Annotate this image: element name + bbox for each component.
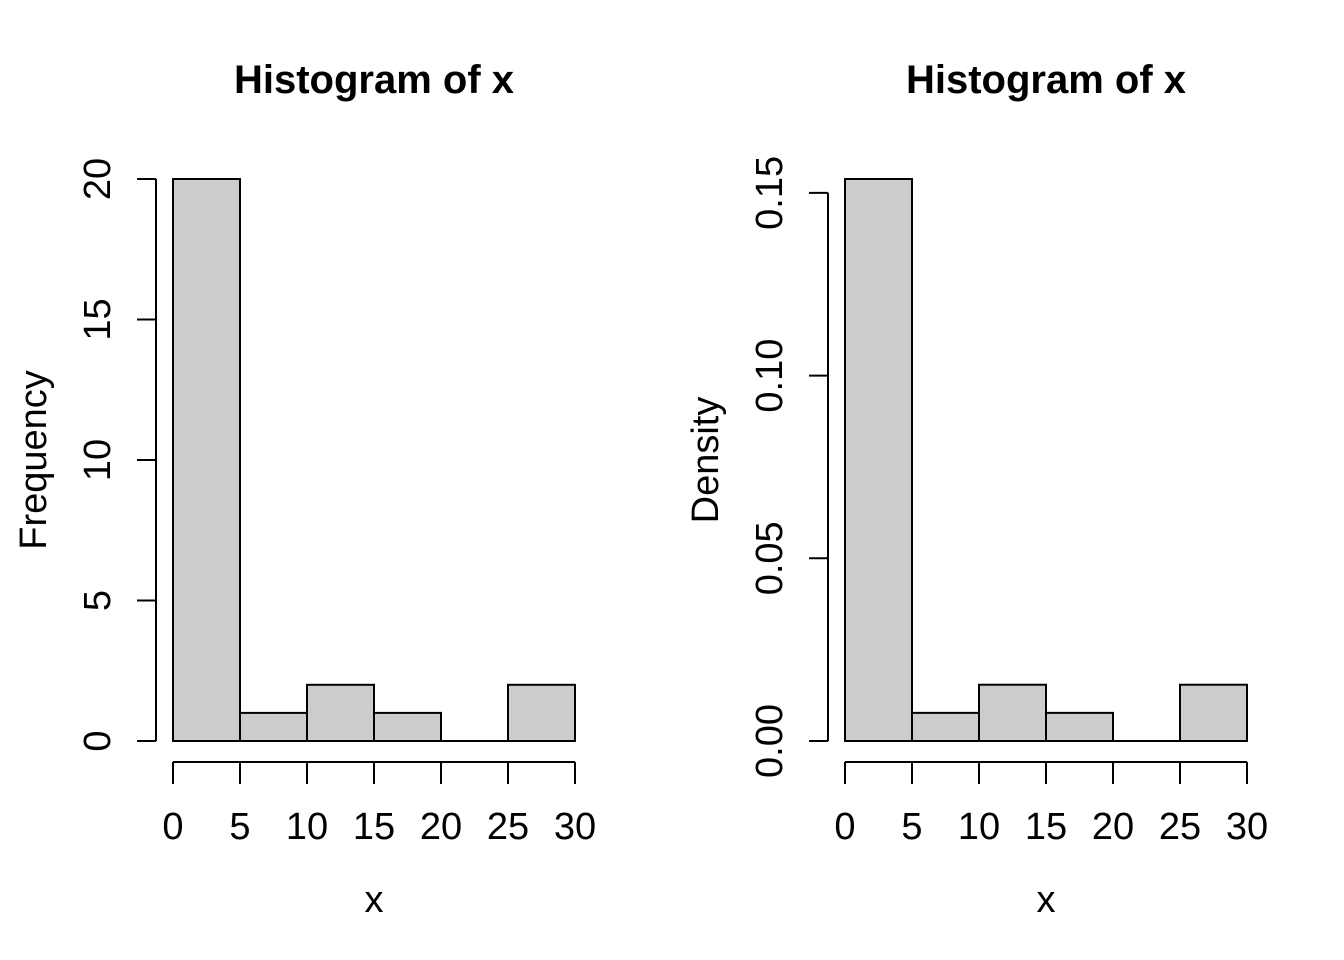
x-tick-label: 25 (1159, 806, 1201, 848)
y-tick-label: 0.00 (749, 704, 791, 778)
density-histogram-panel: Histogram of x Density x 0.00 0.05 0.10 0.15 0 5… (685, 58, 1268, 921)
x-tick-label: 30 (1226, 806, 1268, 848)
y-axis-title: Density (685, 397, 727, 524)
x-tick-label: 15 (1025, 806, 1067, 848)
x-tick-label: 25 (487, 806, 529, 848)
chart-title: Histogram of x (906, 58, 1186, 102)
x-tick-label: 10 (286, 806, 328, 848)
histogram-bar (1179, 683, 1248, 743)
x-axis-title: x (365, 879, 384, 921)
histogram-bar (239, 711, 308, 743)
y-tick-label: 5 (77, 590, 119, 611)
x-tick-label: 15 (353, 806, 395, 848)
histogram-bar (373, 711, 442, 743)
histogram-bar (844, 178, 913, 742)
x-tick-label: 20 (1092, 806, 1134, 848)
x-tick-label: 20 (420, 806, 462, 848)
x-tick-label: 10 (958, 806, 1000, 848)
y-tick-label: 0.15 (749, 156, 791, 230)
y-tick-label: 0 (77, 730, 119, 751)
y-tick-label: 0.05 (749, 521, 791, 595)
x-tick-label: 5 (229, 806, 250, 848)
y-tick-label: 10 (77, 439, 119, 481)
y-tick-label: 0.10 (749, 339, 791, 413)
histogram-bar (172, 178, 241, 742)
histogram-bar (978, 683, 1047, 743)
frequency-histogram-panel: Histogram of x Frequency x 0 5 10 15 20 0 5 10 15 20… (13, 58, 596, 921)
histogram-bar (507, 683, 576, 742)
histogram-bar (911, 711, 980, 743)
histogram-bar (1045, 711, 1114, 743)
x-tick-label: 0 (834, 806, 855, 848)
x-tick-label: 5 (901, 806, 922, 848)
chart-title: Histogram of x (234, 58, 514, 102)
y-tick-label: 15 (77, 298, 119, 340)
y-tick-label: 20 (77, 158, 119, 200)
x-tick-label: 30 (554, 806, 596, 848)
x-axis-title: x (1037, 879, 1056, 921)
x-tick-label: 0 (162, 806, 183, 848)
histogram-bar (306, 683, 375, 742)
y-axis-title: Frequency (13, 370, 55, 550)
